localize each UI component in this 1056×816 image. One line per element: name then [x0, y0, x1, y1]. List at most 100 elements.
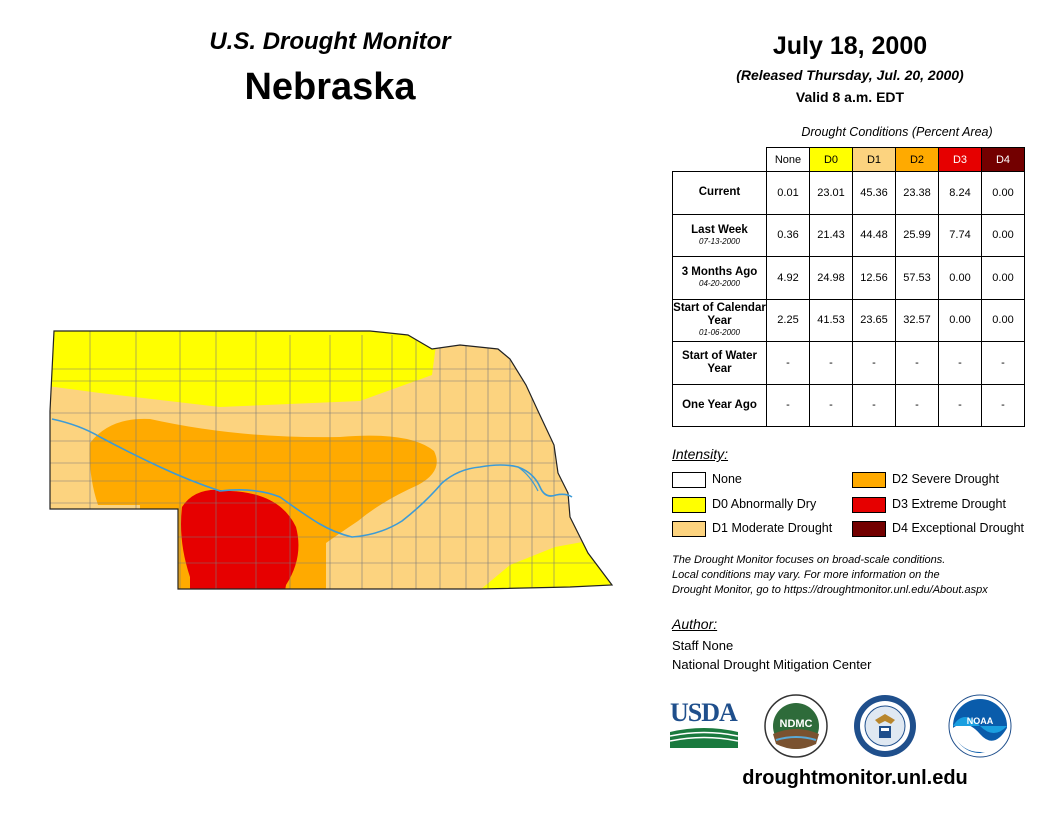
col-none: None [766, 147, 810, 172]
table-cell: - [766, 383, 810, 427]
table-cell: 0.00 [981, 298, 1025, 342]
table-cell: 25.99 [895, 213, 939, 257]
ndmc-logo: NDMC [764, 694, 828, 758]
table-cell: - [766, 341, 810, 385]
table-cell: 23.65 [852, 298, 896, 342]
row-label: Start of Water Year [672, 341, 767, 385]
map-date: July 18, 2000 [772, 32, 928, 60]
row-label: Start of Calendar Year 01-06-2000 [672, 298, 767, 342]
table-cell: - [852, 341, 896, 385]
legend-item-d0: D0 Abnormally Dry [672, 496, 816, 513]
table-row: Start of Calendar Year 01-06-2000 2.25 41… [672, 298, 1025, 342]
table-cell: 0.01 [766, 171, 810, 215]
table-cell: 45.36 [852, 171, 896, 215]
table-corner [673, 148, 767, 172]
table-cell: 4.92 [766, 256, 810, 300]
table-row: Start of Water Year - - - - - - [672, 341, 1025, 385]
table-cell: 21.43 [809, 213, 853, 257]
table-cell: 8.24 [938, 171, 982, 215]
table-header-row: None D0 D1 D2 D3 D4 [673, 147, 1025, 172]
table-cell: - [938, 341, 982, 385]
table-cell: 0.00 [938, 298, 982, 342]
table-cell: - [938, 383, 982, 427]
commerce-seal-icon [854, 695, 916, 757]
d3-region [181, 489, 299, 589]
legend-swatch [852, 496, 886, 513]
table-cell: 44.48 [852, 213, 896, 257]
author-title: Author: [672, 616, 718, 632]
table-cell: 0.00 [981, 171, 1025, 215]
table-row: Last Week 07-13-2000 0.36 21.43 44.48 25.… [672, 213, 1025, 257]
website-link[interactable]: droughtmonitor.unl.edu [742, 767, 968, 789]
table-row: 3 Months Ago 04-20-2000 4.92 24.98 12.56 … [672, 256, 1025, 300]
drought-stats-table: None D0 D1 D2 D3 D4 Current 0.01 23.01 4… [672, 147, 1025, 427]
table-cell: 57.53 [895, 256, 939, 300]
legend-swatch [672, 520, 706, 537]
legend-swatch [672, 496, 706, 513]
table-row: One Year Ago - - - - - - [672, 383, 1025, 427]
map-svg [49, 330, 614, 590]
release-date: (Released Thursday, Jul. 20, 2000) [736, 67, 964, 83]
note-line: Drought Monitor, go to https://droughtmo… [672, 584, 988, 596]
nebraska-drought-map [40, 315, 630, 605]
table-cell: 0.00 [981, 256, 1025, 300]
legend-swatch [852, 471, 886, 488]
legend-item-d4: D4 Exceptional Drought [852, 520, 1024, 537]
table-row: Current 0.01 23.01 45.36 23.38 8.24 0.00 [672, 171, 1025, 215]
col-d4: D4 [981, 147, 1025, 172]
noaa-logo: NOAA [948, 694, 1012, 758]
table-cell: 23.01 [809, 171, 853, 215]
legend-title: Intensity: [672, 446, 729, 462]
ndmc-seal-icon [764, 694, 828, 758]
usda-logo-text: USDA [670, 698, 738, 727]
valid-time: Valid 8 a.m. EDT [795, 89, 905, 105]
table-cell: 2.25 [766, 298, 810, 342]
row-label: One Year Ago [672, 383, 767, 427]
county-lines [50, 331, 610, 589]
table-cell: - [809, 383, 853, 427]
state-title: Nebraska [244, 66, 416, 108]
table-cell: - [895, 383, 939, 427]
legend-swatch [672, 471, 706, 488]
table-cell: 0.00 [981, 213, 1025, 257]
d0-region-north [50, 331, 440, 407]
table-cell: 24.98 [809, 256, 853, 300]
author-name: Staff None [672, 638, 734, 653]
table-cell: 0.00 [938, 256, 982, 300]
table-cell: - [981, 341, 1025, 385]
col-d1: D1 [852, 147, 896, 172]
row-label: 3 Months Ago 04-20-2000 [672, 256, 767, 300]
table-cell: 7.74 [938, 213, 982, 257]
table-cell: 32.57 [895, 298, 939, 342]
table-cell: 0.36 [766, 213, 810, 257]
table-cell: 23.38 [895, 171, 939, 215]
table-cell: - [852, 383, 896, 427]
river-branch [517, 466, 539, 492]
legend-item-d2: D2 Severe Drought [852, 471, 999, 488]
col-d0: D0 [809, 147, 853, 172]
platte-river [51, 418, 573, 538]
usda-logo: USDA [669, 698, 739, 750]
table-cell: - [981, 383, 1025, 427]
row-label: Last Week 07-13-2000 [672, 213, 767, 257]
disclaimer-note: The Drought Monitor focuses on broad-sca… [672, 553, 1042, 598]
note-line: The Drought Monitor focuses on broad-sca… [672, 554, 946, 566]
table-cell: - [895, 341, 939, 385]
usda-hills-icon [669, 728, 739, 748]
table-cell: 12.56 [852, 256, 896, 300]
table-cell: - [809, 341, 853, 385]
col-d3: D3 [938, 147, 982, 172]
author-org: National Drought Mitigation Center [672, 657, 872, 672]
note-line: Local conditions may vary. For more info… [672, 569, 940, 581]
commerce-logo [853, 694, 917, 758]
col-d2: D2 [895, 147, 939, 172]
row-label: Current [672, 171, 767, 215]
legend-swatch [852, 520, 886, 537]
noaa-seal-icon [948, 694, 1012, 758]
table-cell: 41.53 [809, 298, 853, 342]
legend-item-none: None [672, 471, 742, 488]
state-outline [49, 330, 614, 590]
legend-item-d1: D1 Moderate Drought [672, 520, 832, 537]
legend-item-d3: D3 Extreme Drought [852, 496, 1006, 513]
table-caption: Drought Conditions (Percent Area) [801, 125, 993, 139]
